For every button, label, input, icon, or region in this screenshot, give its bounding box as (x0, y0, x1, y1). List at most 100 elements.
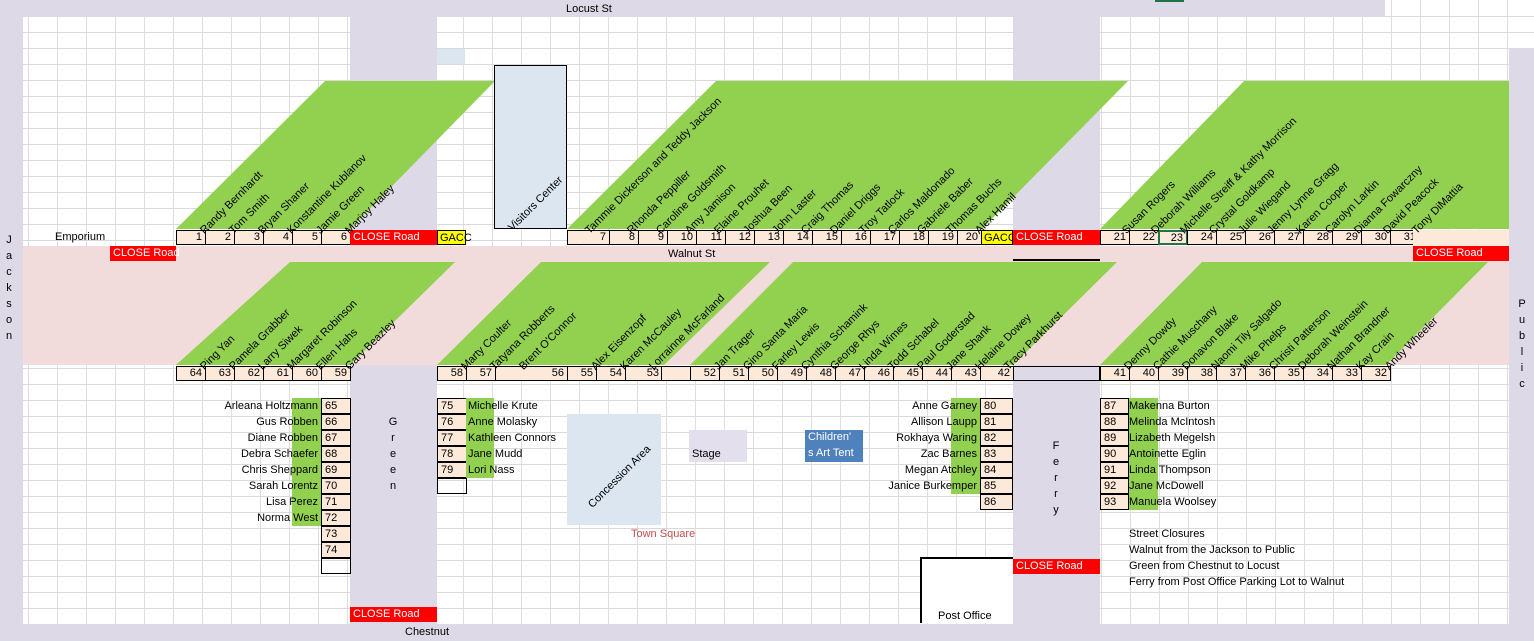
booth-86: 86 (980, 494, 1013, 510)
green-cell (1129, 430, 1158, 446)
vertical-char: s (6, 298, 12, 310)
booth-90: 90 (1100, 446, 1129, 462)
bottom-booth-57: 57 (466, 366, 496, 381)
booth-75: 75 (437, 398, 467, 414)
bottom-booth-40: 40 (1129, 366, 1159, 381)
vertical-char: u (1518, 314, 1526, 326)
stage-label: Stage (692, 448, 721, 460)
vendor-name: Anne Garney (912, 400, 977, 412)
top-booth-21: 21 (1100, 230, 1130, 245)
bottom-booth-41: 41 (1100, 366, 1130, 381)
vendor-name: Arleana Holtzmann (224, 400, 318, 412)
top-booth-13: 13 (754, 230, 784, 245)
vendor-name: Gus Robben (256, 416, 318, 428)
vertical-char: P (1518, 298, 1526, 310)
booth-79: 79 (437, 462, 467, 478)
stage (689, 430, 747, 462)
vendor-name: Melinda McIntosh (1129, 416, 1216, 428)
vendor-name: Antoinette Eglin (1129, 448, 1207, 460)
green-cell (1129, 494, 1158, 510)
vertical-char: r (391, 432, 395, 444)
bottom-booth-60: 60 (292, 366, 322, 381)
booth-68: 68 (321, 446, 351, 462)
top-block-b-shape (567, 81, 1128, 229)
empty-booth (321, 558, 351, 574)
childrens-art-label-1: Children' (808, 431, 852, 443)
vendor-name: Lizabeth Megelsh (1129, 432, 1216, 444)
vendor-name: Janice Burkemper (888, 480, 977, 492)
chestnut-street (0, 624, 1534, 641)
booth-77: 77 (437, 430, 467, 446)
booth-66: 66 (321, 414, 351, 430)
vertical-char: F (1052, 440, 1060, 452)
vertical-char: o (5, 314, 13, 326)
closure-line-3: Ferry from Post Office Parking Lot to Wa… (1129, 576, 1345, 588)
public-street (1509, 48, 1534, 641)
vendor-name: Chris Sheppard (241, 464, 318, 476)
top-booth-27: 27 (1274, 230, 1304, 245)
booth-71: 71 (321, 494, 351, 510)
booth-91: 91 (1100, 462, 1129, 478)
ferry-gap-box (1013, 366, 1100, 381)
vendor-name: Anne Molasky (468, 416, 538, 428)
vertical-char: a (5, 250, 13, 262)
green-cell (292, 446, 321, 462)
vendor-name: Zac Barnes (920, 448, 977, 460)
bottom-booth-32: 32 (1361, 366, 1391, 381)
booth-80: 80 (980, 398, 1013, 414)
street-closures-title: Street Closures (1129, 528, 1205, 540)
vertical-char: k (6, 282, 12, 294)
small-blue-cell (437, 49, 465, 64)
closure-line-2: Green from Chestnut to Locust (1129, 560, 1280, 572)
vendor-name: Michelle Krute (468, 400, 538, 412)
green-cell (466, 446, 494, 462)
vendor-name: Lori Nass (468, 464, 515, 476)
vertical-char: J (6, 234, 12, 246)
bottom-block-c-shape (690, 262, 1117, 365)
bottom-block-d-shape (1100, 262, 1488, 365)
gacc-left: GACC (437, 230, 472, 245)
top-booth-19: 19 (928, 230, 958, 245)
public-corner-cell (1413, 230, 1509, 246)
close-road-jackson: CLOSE Road (110, 246, 180, 261)
booth-88: 88 (1100, 414, 1129, 430)
vendor-name: Linda Thompson (1129, 464, 1211, 476)
top-booth-10: 10 (667, 230, 697, 245)
booth-93: 93 (1100, 494, 1129, 510)
childrens-art-tent (805, 430, 863, 462)
vendor-name: Norma West (257, 512, 318, 524)
bottom-booth-42: 42 (980, 366, 1014, 381)
green-cell (292, 494, 321, 510)
green-cell (292, 414, 321, 430)
locust-street-label: Locust St (566, 3, 612, 15)
green-cell (951, 478, 980, 494)
vertical-char: c (1519, 378, 1525, 390)
vertical-char: i (1520, 362, 1524, 374)
green-cell (951, 462, 980, 478)
vendor-name: Jane McDowell (1129, 480, 1204, 492)
empty-booth (437, 478, 467, 494)
green-cell (292, 462, 321, 478)
chestnut-street-label: Chestnut (405, 626, 450, 638)
booth-67: 67 (321, 430, 351, 446)
vertical-char: l (1520, 346, 1524, 358)
bottom-block-b-shape (437, 262, 770, 365)
vertical-char: e (389, 448, 397, 460)
booth-70: 70 (321, 478, 351, 494)
top-booth-30: 30 (1361, 230, 1391, 245)
top-booth-29: 29 (1332, 230, 1362, 245)
booth-78: 78 (437, 446, 467, 462)
gacc-right: GACC (981, 230, 1016, 245)
emporium-label: Emporium (55, 231, 106, 243)
bottom-booth-34: 34 (1303, 366, 1333, 381)
green-cell (1129, 414, 1158, 430)
top-booth-17: 17 (870, 230, 900, 245)
bottom-booth-55: 55 (567, 366, 597, 381)
top-booth-28: 28 (1303, 230, 1333, 245)
jackson-street (0, 0, 23, 641)
top-booth-1: 1 (176, 230, 206, 245)
bottom-booth-51: 51 (719, 366, 749, 381)
vertical-char: G (388, 416, 398, 428)
booth-85: 85 (980, 478, 1013, 494)
vendor-name: Makenna Burton (1129, 400, 1210, 412)
